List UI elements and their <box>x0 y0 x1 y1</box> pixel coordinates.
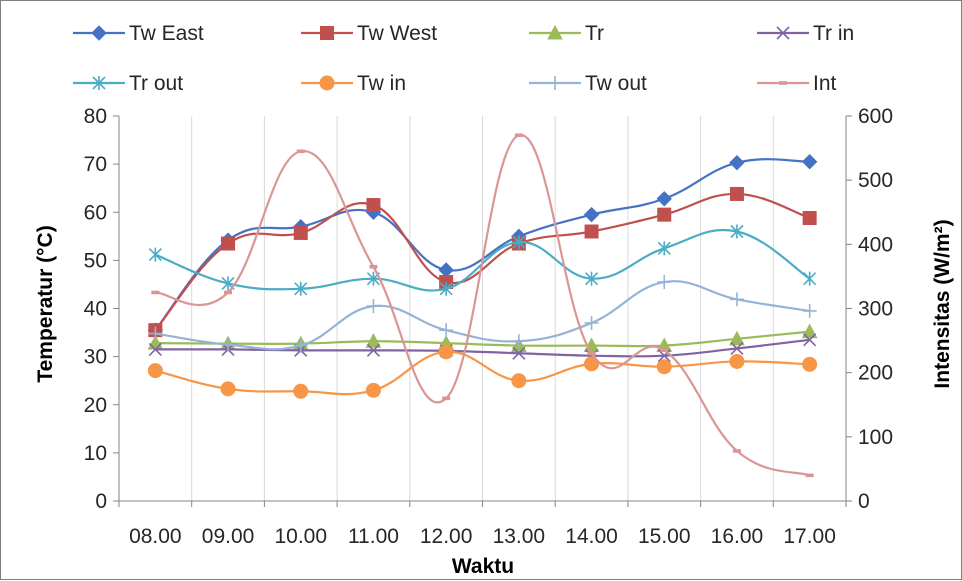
data-point-tr-out <box>149 248 161 262</box>
x-ticks: 08.00 09.00 10.00 11.00 12.00 13.00 14.00 15.00… <box>119 501 846 548</box>
data-point-tw-in <box>657 360 671 374</box>
data-point-int <box>660 348 668 352</box>
data-point-tw-out <box>803 304 817 318</box>
y-tick-label-left: 50 <box>84 249 107 272</box>
x-tick-label: 12.00 <box>420 525 473 548</box>
y-ticks-right: 0 100 200 300 400 500 600 <box>846 105 893 513</box>
data-point-int <box>515 133 523 137</box>
legend-marker-tw-in <box>320 76 334 90</box>
legend-marker-tw-west <box>321 27 334 40</box>
data-point-tw-out <box>730 292 744 306</box>
legend-item-tr-out: Tr out <box>73 72 183 95</box>
y-tick-label-left: 10 <box>84 442 107 465</box>
data-point-int <box>297 149 305 153</box>
data-point-tw-in <box>366 383 380 397</box>
legend-marker-tw-east <box>92 26 106 40</box>
y-axis-title-left: Temperatur (°C) <box>34 225 57 382</box>
y-tick-label-right: 600 <box>858 105 893 128</box>
legend: Tw East Tw West Tr Tr in Tr out Tw in Tw out In… <box>73 22 854 95</box>
y-tick-label-left: 70 <box>84 153 107 176</box>
data-point-int <box>733 449 741 453</box>
legend-item-tw-out: Tw out <box>529 72 647 95</box>
data-point-tw-west <box>367 199 380 212</box>
y-tick-label-right: 400 <box>858 233 893 256</box>
data-point-tw-east <box>585 208 599 222</box>
legend-label: Tr out <box>129 72 183 95</box>
x-tick-label: 08.00 <box>129 525 182 548</box>
data-point-int <box>369 265 377 269</box>
data-point-tw-in <box>294 384 308 398</box>
data-point-tw-west <box>222 237 235 250</box>
data-point-tw-west <box>803 212 816 225</box>
legend-item-tw-in: Tw in <box>301 72 406 95</box>
y-tick-label-left: 40 <box>84 298 107 321</box>
y-tick-label-left: 0 <box>95 490 107 513</box>
data-point-int <box>806 474 814 478</box>
data-point-tw-out <box>585 316 599 330</box>
legend-label: Tw West <box>357 22 437 45</box>
legend-item-tw-west: Tw West <box>301 22 437 45</box>
x-tick-label: 10.00 <box>274 525 327 548</box>
data-point-tw-in <box>512 374 526 388</box>
y-tick-label-right: 100 <box>858 426 893 449</box>
x-tick-label: 17.00 <box>783 525 836 548</box>
data-point-tw-east <box>657 192 671 206</box>
data-point-tw-west <box>585 225 598 238</box>
data-point-tw-in <box>221 382 235 396</box>
data-point-int <box>224 291 232 295</box>
x-tick-label: 14.00 <box>565 525 618 548</box>
legend-label: Tw East <box>129 22 204 45</box>
data-point-tw-out <box>439 323 453 337</box>
data-point-tw-west <box>658 208 671 221</box>
data-point-tw-west <box>294 226 307 239</box>
x-tick-label: 15.00 <box>638 525 691 548</box>
x-axis-title: Waktu <box>452 555 514 578</box>
data-point-tw-out <box>366 299 380 313</box>
data-point-tw-east <box>803 155 817 169</box>
y-tick-label-left: 60 <box>84 201 107 224</box>
legend-marker-int <box>779 81 787 85</box>
data-point-tw-west <box>730 187 743 200</box>
x-tick-label: 13.00 <box>493 525 546 548</box>
data-point-tw-out <box>657 275 671 289</box>
y-tick-label-left: 20 <box>84 394 107 417</box>
y-tick-label-left: 80 <box>84 105 107 128</box>
x-tick-label: 16.00 <box>711 525 764 548</box>
legend-item-tr-in: Tr in <box>757 22 854 45</box>
legend-label: Tr in <box>813 22 854 45</box>
x-tick-label: 11.00 <box>348 525 399 548</box>
data-point-tr-out <box>658 241 670 255</box>
y-tick-label-right: 0 <box>858 490 870 513</box>
data-point-tw-in <box>439 345 453 359</box>
y-tick-label-right: 200 <box>858 362 893 385</box>
legend-label: Int <box>813 72 837 95</box>
data-point-tw-in <box>730 354 744 368</box>
data-point-int <box>151 291 159 295</box>
y-tick-label-right: 300 <box>858 298 893 321</box>
data-point-tw-east <box>439 263 453 277</box>
legend-label: Tw in <box>357 72 406 95</box>
data-point-tw-in <box>803 357 817 371</box>
legend-label: Tr <box>585 22 604 45</box>
y-ticks-left: 0 10 20 30 40 50 60 70 80 <box>84 105 119 513</box>
data-point-int <box>588 352 596 356</box>
y-tick-label-right: 500 <box>858 169 893 192</box>
data-point-tr-out <box>804 272 816 286</box>
legend-label: Tw out <box>585 72 647 95</box>
legend-marker-tw-out <box>548 76 562 90</box>
x-tick-label: 09.00 <box>202 525 255 548</box>
data-point-tw-in <box>148 364 162 378</box>
y-axis-title-right: Intensitas (W/m²) <box>931 219 954 388</box>
legend-item-tr: Tr <box>529 22 604 45</box>
legend-item-tw-east: Tw East <box>73 22 204 45</box>
legend-item-int: Int <box>757 72 837 95</box>
y-tick-label-left: 30 <box>84 346 107 369</box>
data-point-int <box>442 397 450 401</box>
data-point-tw-east <box>730 156 744 170</box>
